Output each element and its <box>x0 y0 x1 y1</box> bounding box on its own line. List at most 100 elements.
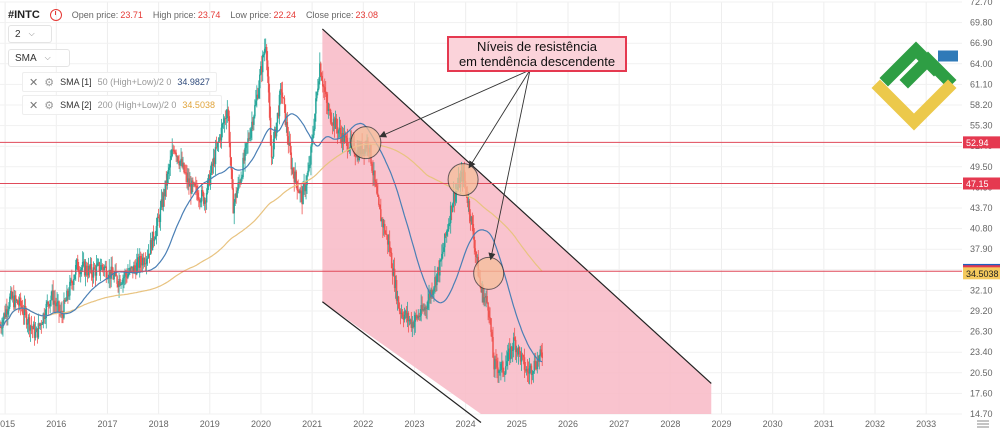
candle-body <box>426 308 428 310</box>
candle-body <box>502 361 504 373</box>
candle-body <box>267 76 270 93</box>
candle-body <box>124 272 126 277</box>
gear-icon[interactable]: ⚙ <box>44 76 55 89</box>
candle-body <box>179 161 181 166</box>
indicator-row-sma1[interactable]: ✕ ⚙ SMA [1] 50 (High+Low)/2 0 34.9827 <box>22 72 217 92</box>
clock-icon[interactable] <box>49 9 62 21</box>
candle-body <box>336 127 339 134</box>
candle-body <box>190 183 192 194</box>
candle-body <box>343 135 346 143</box>
candle-body <box>19 297 22 306</box>
candle-body <box>427 300 429 309</box>
candle-body <box>100 265 103 270</box>
candle-body <box>30 325 33 328</box>
candle-body <box>121 283 123 285</box>
x-tick-label: 2019 <box>200 419 220 429</box>
candle-body <box>118 278 120 288</box>
candle-body <box>226 109 229 119</box>
close-icon[interactable]: ✕ <box>29 99 39 112</box>
candle-body <box>191 180 193 194</box>
candle-body <box>355 155 357 157</box>
candle-body <box>374 170 376 182</box>
candle-body <box>161 199 164 207</box>
candle-body <box>155 225 158 237</box>
candle-body <box>372 170 374 176</box>
candle-body <box>316 92 318 99</box>
candle-body <box>425 307 427 309</box>
candle-body <box>80 267 83 270</box>
candle-body <box>235 194 237 198</box>
candle-body <box>435 277 437 286</box>
candle-body <box>164 180 167 197</box>
candle-body <box>82 261 85 263</box>
candle-body <box>90 264 93 275</box>
close-icon[interactable]: ✕ <box>29 76 39 89</box>
candle-body <box>487 302 489 311</box>
candle-body <box>444 233 446 248</box>
candle-body <box>96 263 99 266</box>
candle-body <box>305 185 307 192</box>
candle-body <box>522 355 525 358</box>
gear-icon[interactable]: ⚙ <box>44 99 55 112</box>
candle-body <box>67 290 69 297</box>
candle-body <box>183 162 185 173</box>
period-select[interactable]: 2 ⌵ <box>8 25 52 43</box>
candle-body <box>0 326 2 328</box>
candle-body <box>223 118 226 124</box>
candle-body <box>27 317 30 324</box>
candle-body <box>485 296 487 298</box>
candle-body <box>98 262 101 272</box>
candle-body <box>157 216 160 219</box>
price-badge-label: 34.5038 <box>966 269 999 279</box>
candle-body <box>474 248 477 252</box>
candle-body <box>388 241 391 253</box>
annotation-line-2: em tendência descendente <box>458 54 616 69</box>
candle-body <box>450 205 453 212</box>
candle-body <box>26 323 29 325</box>
x-tick-label: 2026 <box>558 419 578 429</box>
candle-body <box>176 156 178 158</box>
candle-body <box>498 370 500 374</box>
candle-body <box>377 193 379 197</box>
candle-body <box>75 264 77 275</box>
candle-body <box>407 313 410 322</box>
candle-body <box>211 163 214 166</box>
candle-body <box>251 121 253 130</box>
candle-body <box>335 118 338 128</box>
candle-body <box>8 306 10 311</box>
candle-body <box>81 261 84 268</box>
x-tick-label: 2028 <box>660 419 680 429</box>
x-tick-label: 2021 <box>302 419 322 429</box>
candle-body <box>187 178 189 183</box>
indicator-value: 34.5038 <box>182 100 215 110</box>
candle-body <box>266 60 269 77</box>
candle-body <box>123 276 125 279</box>
candle-body <box>145 258 148 264</box>
resistance-annotation: Níveis de resistência em tendência desce… <box>447 36 627 72</box>
indicator-row-sma2[interactable]: ✕ ⚙ SMA [2] 200 (High+Low)/2 0 34.5038 <box>22 95 222 115</box>
candle-body <box>228 116 231 143</box>
candle-body <box>240 178 242 184</box>
candle-body <box>396 296 399 301</box>
axis-settings-icon[interactable] <box>977 420 989 428</box>
candle-body <box>35 328 38 332</box>
annotation-arrow <box>488 69 531 261</box>
brand-logo <box>871 41 958 131</box>
candle-body <box>269 117 272 146</box>
candle-body <box>384 233 387 235</box>
candle-body <box>286 122 289 137</box>
candle-body <box>28 317 31 331</box>
candle-body <box>170 155 172 160</box>
candle-body <box>153 239 156 241</box>
candle-body <box>420 305 422 316</box>
candle-body <box>29 325 32 331</box>
period-value: 2 <box>15 28 21 40</box>
candle-body <box>309 164 311 166</box>
candle-body <box>151 231 154 251</box>
candle-body <box>216 142 219 148</box>
candle-body <box>110 266 112 279</box>
indicator-select[interactable]: SMA ⌵ <box>8 49 70 67</box>
candle-body <box>261 66 263 73</box>
candle-body <box>481 288 483 293</box>
